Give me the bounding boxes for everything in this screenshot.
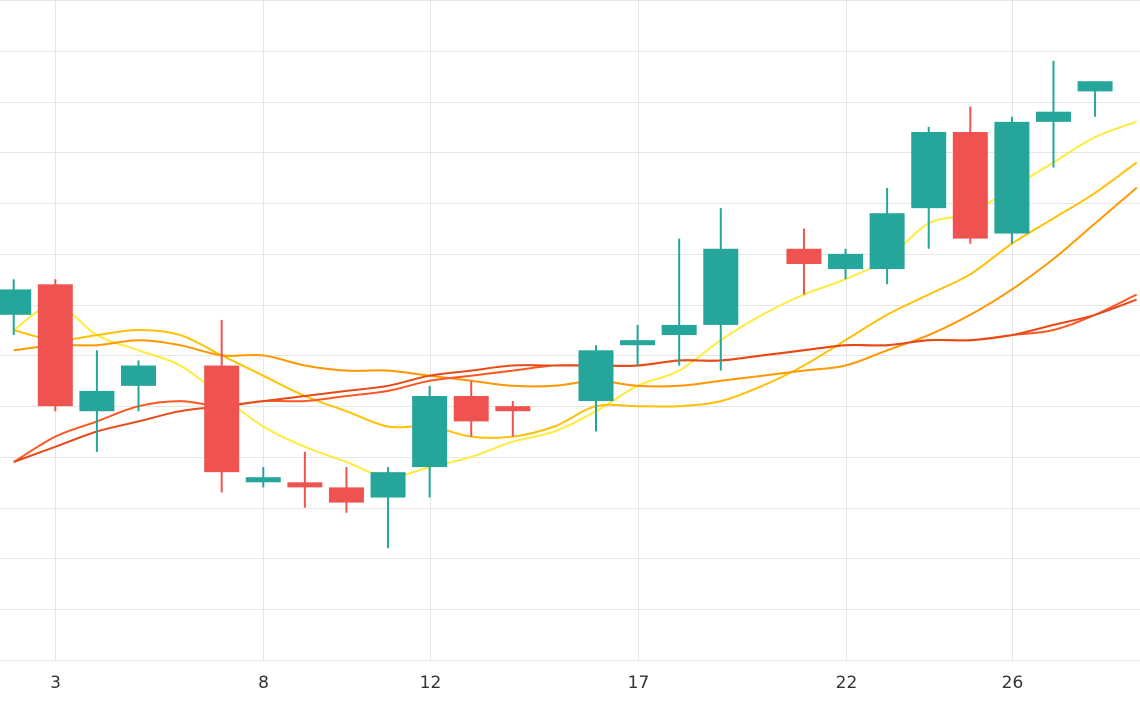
candle-up — [0, 279, 32, 336]
candle-body — [786, 248, 822, 264]
candle-body — [828, 253, 864, 270]
x-tick-label: 12 — [420, 673, 442, 693]
candle-down — [952, 106, 988, 244]
candle-down — [328, 467, 364, 513]
candle-body — [495, 406, 531, 412]
candles — [0, 60, 1113, 549]
x-tick-label: 22 — [836, 673, 858, 693]
candle-up — [412, 385, 448, 498]
candle-body — [412, 396, 448, 468]
x-tick-label: 3 — [50, 673, 61, 693]
candle-body — [204, 365, 240, 473]
candle-body — [911, 132, 947, 209]
candle-body — [578, 350, 614, 402]
candle-up — [994, 116, 1030, 244]
moving-averages — [13, 120, 1138, 479]
candle-up — [120, 360, 156, 412]
candle-up — [1035, 60, 1071, 168]
candle-down — [495, 401, 531, 437]
candle-body — [703, 248, 739, 325]
candle-body — [1077, 81, 1113, 92]
candle-up — [828, 248, 864, 280]
x-tick-label: 8 — [258, 673, 269, 693]
candle-body — [245, 477, 281, 483]
candle-body — [661, 324, 697, 336]
x-tick-label: 26 — [1002, 673, 1024, 693]
candle-body — [620, 340, 656, 346]
candle-down — [453, 380, 489, 437]
x-tick-label: 17 — [628, 673, 650, 693]
candle-down — [786, 228, 822, 295]
candle-up — [1077, 81, 1113, 117]
candle-body — [952, 132, 988, 239]
candle-body — [37, 284, 73, 407]
candle-up — [370, 467, 406, 549]
candle-up — [911, 126, 947, 249]
candle-body — [869, 213, 905, 270]
candle-body — [453, 396, 489, 422]
x-axis: 3 8 12 17 22 26 — [50, 673, 1023, 693]
candle-up — [703, 208, 739, 371]
candle-up — [620, 324, 656, 366]
moving-average-line — [13, 298, 1138, 463]
moving-average-line — [13, 293, 1138, 463]
candle-up — [578, 345, 614, 432]
candle-up — [869, 187, 905, 285]
moving-average-line — [13, 120, 1138, 479]
candle-down — [204, 319, 240, 493]
candle-body — [120, 365, 156, 386]
candle-down — [287, 451, 323, 508]
candle-up — [79, 350, 115, 452]
moving-average-line — [13, 187, 1138, 388]
candle-body — [287, 482, 323, 488]
candle-body — [370, 472, 406, 498]
candle-up — [661, 238, 697, 366]
candle-down — [37, 279, 73, 412]
candle-body — [328, 487, 364, 503]
candle-body — [0, 289, 32, 315]
candle-body — [994, 121, 1030, 234]
grid — [0, 0, 1140, 661]
candle-body — [79, 390, 115, 412]
candle-body — [1035, 111, 1071, 122]
moving-average-line — [13, 161, 1138, 439]
candle-up — [245, 467, 281, 488]
